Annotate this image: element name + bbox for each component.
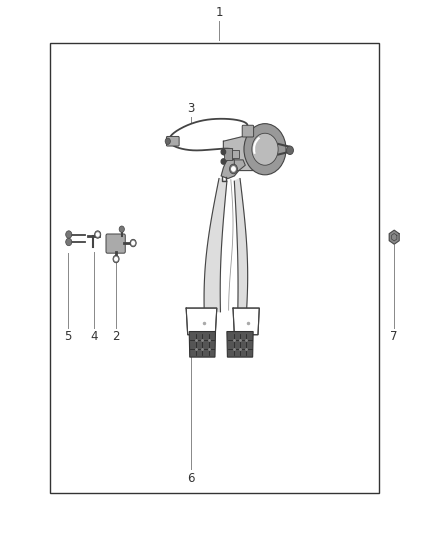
Circle shape [113, 255, 119, 263]
Polygon shape [223, 136, 278, 171]
Circle shape [244, 124, 286, 175]
Bar [50, 43, 379, 493]
Text: 6: 6 [187, 472, 194, 484]
Polygon shape [227, 332, 253, 357]
Text: 7: 7 [390, 330, 398, 343]
Polygon shape [233, 308, 259, 335]
Circle shape [132, 241, 134, 245]
Polygon shape [221, 160, 245, 179]
Polygon shape [234, 179, 247, 312]
FancyBboxPatch shape [106, 234, 125, 253]
Circle shape [66, 238, 72, 246]
Text: 3: 3 [187, 102, 194, 115]
Text: 4: 4 [90, 330, 98, 343]
Circle shape [230, 164, 237, 174]
Circle shape [286, 146, 293, 155]
Circle shape [115, 257, 117, 261]
Circle shape [66, 231, 72, 238]
Circle shape [96, 233, 99, 236]
Text: 1: 1 [215, 6, 223, 19]
Polygon shape [389, 230, 399, 244]
Circle shape [252, 133, 278, 165]
Bar [232, 150, 239, 158]
Polygon shape [204, 179, 227, 312]
Circle shape [119, 226, 124, 232]
Polygon shape [189, 332, 215, 357]
Text: 5: 5 [64, 330, 71, 343]
Circle shape [232, 167, 235, 171]
FancyBboxPatch shape [166, 136, 179, 146]
Circle shape [221, 159, 226, 164]
Circle shape [95, 231, 101, 238]
FancyBboxPatch shape [242, 125, 254, 137]
Bar [224, 148, 232, 160]
Text: 2: 2 [112, 330, 120, 343]
Circle shape [221, 149, 226, 155]
Circle shape [130, 239, 136, 247]
Circle shape [165, 138, 170, 144]
Polygon shape [186, 308, 217, 335]
